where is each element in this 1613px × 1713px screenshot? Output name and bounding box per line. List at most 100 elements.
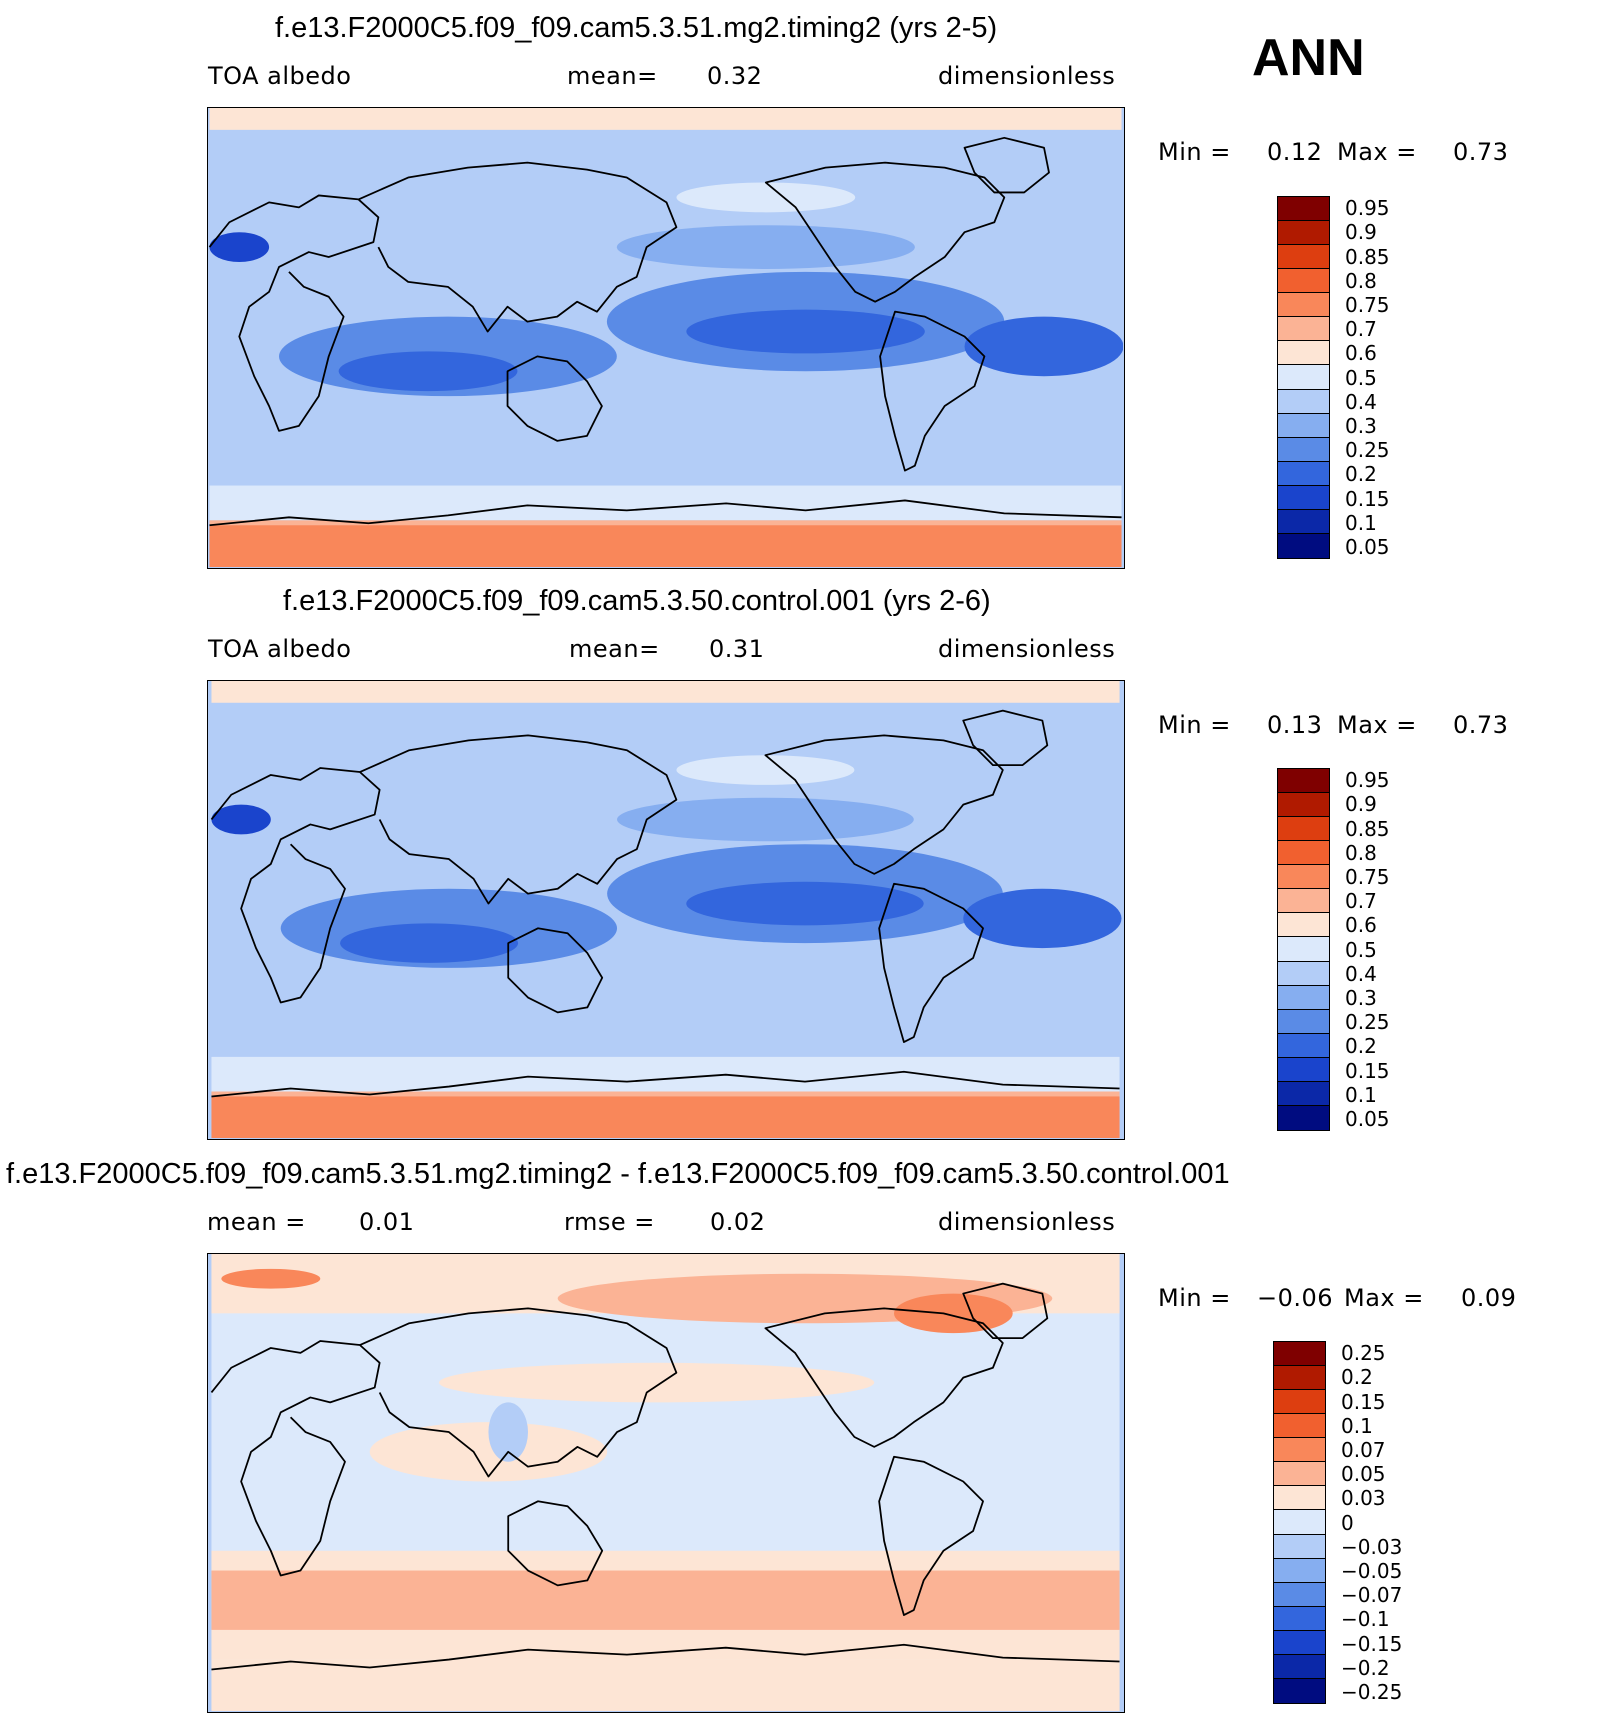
colorbar-tick-label: 0.25 [1345,1010,1390,1035]
panel3-min-label: Min = [1158,1284,1231,1312]
colorbar-tick-label: 0.15 [1341,1389,1386,1414]
colorbar-tick-label: 0.7 [1345,889,1377,914]
colorbar-swatch [1274,1534,1325,1559]
colorbar-tick-label: 0.2 [1345,462,1377,487]
map-contours [211,1254,1120,1711]
colorbar-swatch [1278,889,1329,914]
panel1-mean-label: mean= [567,62,658,90]
panel3-units-label: dimensionless [938,1208,1116,1236]
map-contours [211,681,1122,1138]
colorbar-swatch [1278,1057,1329,1082]
panel2-map [207,680,1125,1140]
colorbar-swatch [1278,197,1329,222]
panel3-map [207,1253,1125,1713]
colorbar-swatch [1274,1558,1325,1583]
colorbar-tick-label: −0.25 [1341,1679,1403,1704]
panel1-colorbar [1277,196,1330,559]
panel2-title: f.e13.F2000C5.f09_f09.cam5.3.50.control.… [283,585,991,617]
colorbar-swatch [1278,269,1329,294]
colorbar-swatch [1278,769,1329,794]
colorbar-swatch [1278,485,1329,510]
colorbar-swatch [1274,1654,1325,1679]
colorbar-swatch [1278,293,1329,318]
panel2-variable-label: TOA albedo [208,635,352,663]
panel1-title: f.e13.F2000C5.f09_f09.cam5.3.51.mg2.timi… [275,12,998,44]
colorbar-swatch [1274,1342,1325,1367]
colorbar-tick-label: 0.95 [1345,196,1390,221]
colorbar-tick-label: 0.07 [1341,1437,1386,1462]
colorbar-swatch [1274,1678,1325,1703]
colorbar-tick-label: −0.1 [1341,1607,1390,1632]
panel1-map-plot [208,108,1123,567]
colorbar-swatch [1278,413,1329,438]
colorbar-swatch [1278,1105,1329,1130]
panel2-mean-value: 0.31 [709,635,765,663]
panel3-mean-value: 0.01 [359,1208,415,1236]
colorbar-swatch [1278,841,1329,866]
colorbar-tick-label: 0.2 [1341,1365,1373,1390]
colorbar-swatch [1278,1009,1329,1034]
colorbar-swatch [1274,1486,1325,1511]
colorbar-tick-label: −0.05 [1341,1558,1403,1583]
colorbar-tick-label: 0.05 [1341,1462,1386,1487]
colorbar-tick-label: 0.3 [1345,985,1377,1010]
colorbar-swatch [1274,1366,1325,1391]
colorbar-tick-label: 0.1 [1341,1413,1373,1438]
colorbar-tick-label: 0.1 [1345,1082,1377,1107]
colorbar-swatch [1278,389,1329,414]
colorbar-swatch [1278,341,1329,366]
colorbar-swatch [1278,245,1329,270]
colorbar-tick-label: 0.4 [1345,389,1377,414]
colorbar-swatch [1278,365,1329,390]
colorbar-tick-label: 0.25 [1345,438,1390,463]
season-label: ANN [1252,29,1365,87]
panel3-max-value: 0.09 [1461,1284,1517,1312]
colorbar-tick-label: 0.05 [1345,534,1390,559]
map-contours [209,108,1123,567]
panel1-max-label: Max = [1337,138,1417,166]
colorbar-swatch [1274,1390,1325,1415]
colorbar-tick-label: 0.5 [1345,937,1377,962]
panel1-map [207,107,1125,569]
colorbar-tick-label: 0.05 [1345,1106,1390,1131]
colorbar-swatch [1274,1606,1325,1631]
panel1-min-label: Min = [1158,138,1231,166]
colorbar-tick-label: 0.6 [1345,913,1377,938]
panel3-rmse-value: 0.02 [710,1208,766,1236]
colorbar-tick-label: 0.6 [1345,341,1377,366]
coastlines [210,709,1120,1098]
colorbar-tick-label: −0.2 [1341,1655,1390,1680]
panel3-min-value: −0.06 [1257,1284,1334,1312]
panel1-max-value: 0.73 [1453,138,1509,166]
colorbar-tick-label: 0.8 [1345,268,1377,293]
colorbar-swatch [1278,437,1329,462]
colorbar-swatch [1278,1033,1329,1058]
colorbar-tick-label: 0.85 [1345,816,1390,841]
colorbar-swatch [1278,865,1329,890]
colorbar-tick-label: 0.9 [1345,220,1377,245]
colorbar-tick-label: −0.07 [1341,1583,1403,1608]
colorbar-tick-label: 0.03 [1341,1486,1386,1511]
panel2-min-value: 0.13 [1267,711,1323,739]
panel3-max-label: Max = [1344,1284,1424,1312]
colorbar-tick-label: 0.85 [1345,244,1390,269]
colorbar-tick-label: 0.7 [1345,317,1377,342]
colorbar-swatch [1278,533,1329,558]
colorbar-swatch [1278,817,1329,842]
panel3-mean-label: mean = [207,1208,306,1236]
panel3-colorbar [1273,1341,1326,1704]
colorbar-tick-label: 0 [1341,1510,1354,1535]
colorbar-swatch [1278,985,1329,1010]
panel2-max-label: Max = [1337,711,1417,739]
coastlines [208,136,1122,527]
panel3-map-plot [210,1254,1120,1711]
colorbar-tick-label: 0.9 [1345,792,1377,817]
panel1-min-value: 0.12 [1267,138,1323,166]
coastlines [210,1282,1120,1671]
colorbar-tick-label: 0.75 [1345,864,1390,889]
panel2-map-plot [210,681,1122,1138]
colorbar-swatch [1278,317,1329,342]
colorbar-tick-label: 0.4 [1345,961,1377,986]
colorbar-swatch [1278,509,1329,534]
colorbar-tick-label: 0.1 [1345,510,1377,535]
